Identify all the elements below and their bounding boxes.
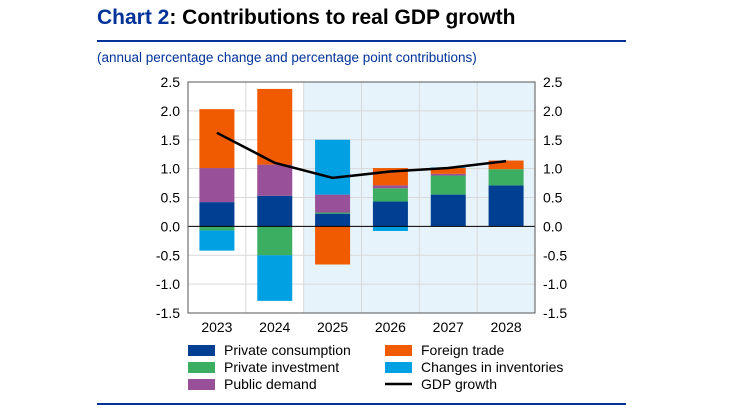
legend-label: GDP growth (421, 376, 497, 392)
bar-segment-changes-in-inventories (372, 226, 408, 231)
legend-swatch (385, 345, 412, 356)
bar-segment-private-consumption (430, 194, 466, 227)
bar-segment-changes-in-inventories (257, 255, 293, 301)
bar-segment-public-demand (199, 168, 235, 203)
bar-segment-foreign-trade (257, 88, 293, 165)
y-tick-left: 1.5 (161, 132, 181, 148)
legend-swatch (188, 362, 215, 373)
y-tick-right: 2.0 (543, 103, 563, 119)
y-tick-left: -1.0 (156, 276, 180, 292)
gdp-growth-line (216, 131, 507, 180)
chart-number: Chart 2 (97, 6, 170, 29)
x-tick-label: 2024 (259, 319, 290, 335)
bar-segment-foreign-trade (430, 168, 466, 174)
legend-swatch (188, 345, 215, 356)
bar-segment-private-investment (199, 226, 235, 231)
y-tick-left: -1.5 (156, 305, 180, 321)
legend-swatch (385, 362, 412, 373)
y-tick-right: 0.0 (543, 218, 563, 234)
bar-segment-foreign-trade (315, 226, 351, 265)
y-tick-left: 2.0 (161, 103, 181, 119)
y-tick-left: 0.0 (161, 218, 181, 234)
y-tick-left: 0.5 (161, 190, 181, 206)
legend-label: Private investment (224, 359, 339, 375)
x-tick-label: 2025 (317, 319, 348, 335)
y-tick-left: 2.5 (161, 74, 181, 90)
bar-segment-private-consumption (315, 213, 351, 227)
y-tick-right: 1.0 (543, 161, 563, 177)
bar-segment-private-consumption (372, 201, 408, 227)
y-tick-right: -1.5 (543, 305, 567, 321)
bar-segment-public-demand (372, 185, 408, 189)
legend-label: Private consumption (224, 342, 351, 358)
x-tick-label: 2027 (433, 319, 464, 335)
bar-segment-public-demand (257, 164, 293, 196)
bottom-rule (97, 403, 626, 405)
bar-segment-changes-in-inventories (315, 139, 351, 195)
bar-segment-public-demand (430, 173, 466, 176)
bar-segment-private-investment (430, 175, 466, 195)
chart-title: Chart 2: Contributions to real GDP growt… (97, 6, 515, 30)
chart-subtitle: (annual percentage change and percentage… (97, 50, 477, 65)
y-tick-right: 2.5 (543, 74, 563, 90)
plot-frame (187, 81, 536, 314)
legend-label: Public demand (224, 376, 317, 392)
x-tick-label: 2026 (375, 319, 406, 335)
legend-label: Changes in inventories (421, 359, 563, 375)
y-tick-left: -0.5 (156, 247, 180, 263)
bar-segment-private-consumption (488, 185, 524, 227)
y-tick-right: -1.0 (543, 276, 567, 292)
y-tick-left: 1.0 (161, 161, 181, 177)
bar-segment-foreign-trade (488, 160, 524, 170)
y-tick-right: 0.5 (543, 190, 563, 206)
x-tick-label: 2028 (491, 319, 522, 335)
y-tick-right: 1.5 (543, 132, 563, 148)
bar-segment-private-investment (257, 226, 293, 256)
chart-title-text: : Contributions to real GDP growth (169, 6, 516, 29)
bar-segment-private-consumption (257, 195, 293, 227)
legend-label: Foreign trade (421, 342, 504, 358)
bar-segment-private-investment (315, 212, 351, 214)
bar-segment-private-investment (488, 169, 524, 186)
bar-segment-changes-in-inventories (199, 230, 235, 251)
bar-segment-private-consumption (199, 202, 235, 227)
x-tick-label: 2023 (201, 319, 232, 335)
top-rule (97, 40, 626, 42)
bar-segment-private-investment (372, 188, 408, 202)
legend-swatch (188, 379, 215, 390)
y-tick-right: -0.5 (543, 247, 567, 263)
bar-segment-public-demand (315, 194, 351, 213)
